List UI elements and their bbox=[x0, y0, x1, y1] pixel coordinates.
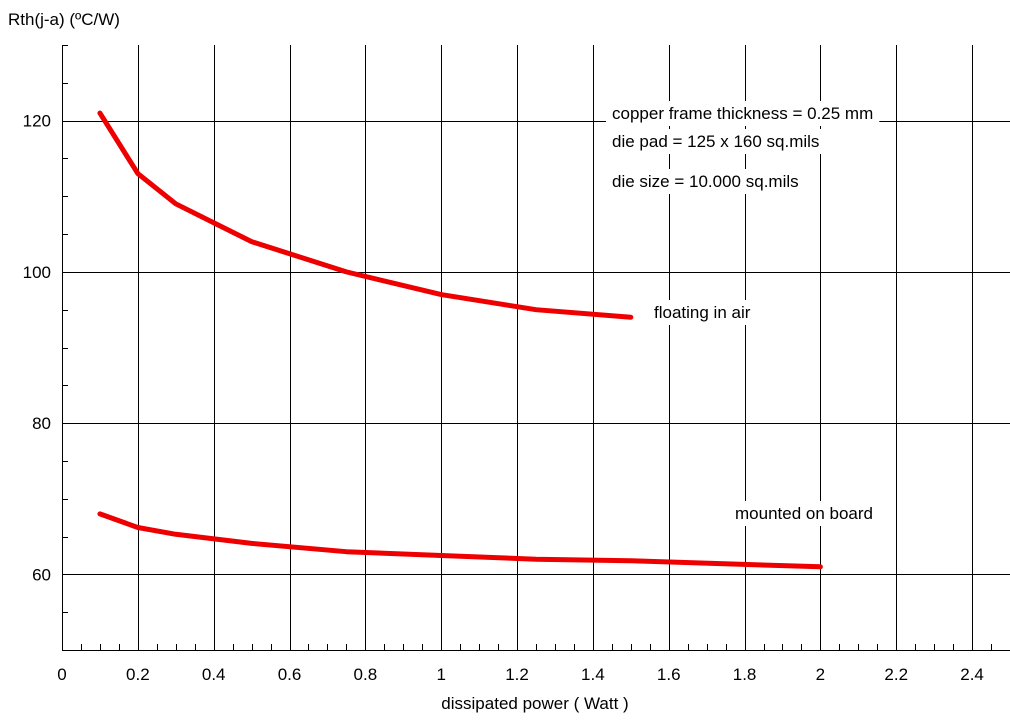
plot-frame bbox=[62, 45, 1010, 651]
x-tick-label: 1 bbox=[436, 665, 445, 684]
x-tick-label: 1.4 bbox=[581, 665, 605, 684]
label-background bbox=[606, 101, 880, 126]
annotation-copper-frame-thickness: copper frame thickness = 0.25 mm bbox=[612, 104, 873, 123]
label-background bbox=[606, 169, 805, 194]
x-tick-label: 2.2 bbox=[884, 665, 908, 684]
x-tick-label: 0.4 bbox=[202, 665, 226, 684]
x-tick-label: 2 bbox=[816, 665, 825, 684]
series-line-mounted-on-board bbox=[97, 511, 823, 570]
x-tick-label: 0.6 bbox=[278, 665, 302, 684]
x-tick-label: 1.8 bbox=[733, 665, 757, 684]
annotation-die-size: die size = 10.000 sq.mils bbox=[612, 172, 799, 191]
series-label-mounted-on-board: mounted on board bbox=[735, 504, 873, 523]
chart-text: Rth(j-a) (ºC/W) dissipated power ( Watt … bbox=[8, 10, 984, 713]
grid bbox=[62, 45, 1010, 650]
y-tick-label: 100 bbox=[23, 263, 51, 282]
x-tick-label: 0.2 bbox=[126, 665, 150, 684]
y-tick-label: 80 bbox=[32, 414, 51, 433]
series-lines bbox=[97, 110, 823, 570]
y-tick-label: 120 bbox=[23, 112, 51, 131]
annotation-die-pad: die pad = 125 x 160 sq.mils bbox=[612, 132, 819, 151]
series-line-floating-in-air bbox=[97, 110, 634, 320]
x-axis-title: dissipated power ( Watt ) bbox=[441, 694, 628, 713]
label-background bbox=[606, 129, 826, 154]
series-label-floating-in-air: floating in air bbox=[654, 303, 751, 322]
x-tick-label: 0 bbox=[57, 665, 66, 684]
x-tick-label: 2.4 bbox=[960, 665, 984, 684]
x-tick-label: 1.2 bbox=[505, 665, 529, 684]
y-axis-title: Rth(j-a) (ºC/W) bbox=[8, 10, 120, 29]
y-tick-label: 60 bbox=[32, 565, 51, 584]
x-tick-label: 0.8 bbox=[354, 665, 378, 684]
label-background bbox=[648, 300, 757, 325]
label-background bbox=[729, 501, 879, 526]
x-tick-label: 1.6 bbox=[657, 665, 681, 684]
